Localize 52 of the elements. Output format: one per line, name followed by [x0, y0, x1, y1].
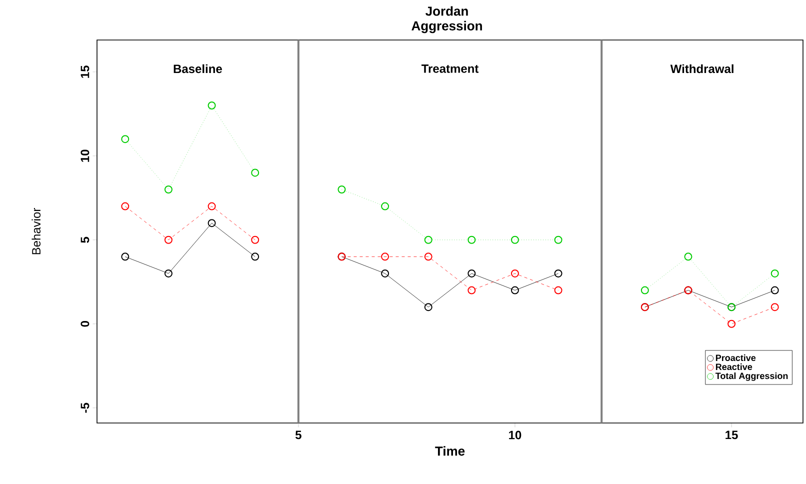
legend-label: Total Aggression [715, 372, 788, 381]
point [121, 135, 130, 144]
annotation: Withdrawal [670, 64, 734, 74]
point [251, 168, 260, 177]
x-tick-label: 15 [726, 430, 738, 440]
x-tick-label: 5 [295, 430, 302, 440]
y-tick-label: 5 [80, 236, 90, 243]
y-axis-title: Behavior [32, 208, 41, 254]
y-tick-label: 10 [80, 150, 90, 162]
point [208, 219, 216, 228]
point [338, 185, 346, 194]
x-tick-label: 10 [509, 430, 522, 440]
legend-label: Reactive [716, 363, 752, 370]
point [510, 269, 519, 278]
point [728, 320, 736, 328]
point [554, 269, 562, 278]
point [381, 252, 390, 261]
legend-label: Proactive [716, 354, 756, 362]
point [424, 236, 432, 244]
point [424, 252, 432, 261]
point [424, 303, 432, 312]
annotation: Treatment [421, 64, 479, 73]
point [770, 303, 779, 312]
chart-title: Jordan [426, 6, 468, 16]
point [381, 269, 390, 278]
point [208, 102, 216, 110]
point [640, 286, 649, 294]
point [121, 252, 130, 261]
point [554, 286, 562, 294]
annotation: Baseline [174, 64, 222, 74]
point [251, 252, 260, 261]
point [468, 286, 476, 294]
point [770, 269, 779, 278]
point [510, 286, 519, 294]
point [164, 185, 172, 194]
y-tick-label: 15 [80, 66, 90, 78]
point [381, 202, 390, 210]
chart-subtitle: Aggression [412, 20, 482, 34]
point [510, 236, 519, 244]
point [121, 202, 130, 210]
point [251, 236, 260, 244]
point [468, 269, 476, 278]
point [468, 236, 476, 244]
point [164, 236, 172, 244]
point [164, 269, 172, 278]
x-axis-title: Time [435, 446, 465, 456]
point [554, 236, 562, 244]
point [684, 252, 692, 261]
point [770, 286, 779, 294]
y-tick-label: 0 [80, 321, 90, 327]
point [208, 202, 216, 210]
y-tick-label: -5 [80, 402, 90, 413]
